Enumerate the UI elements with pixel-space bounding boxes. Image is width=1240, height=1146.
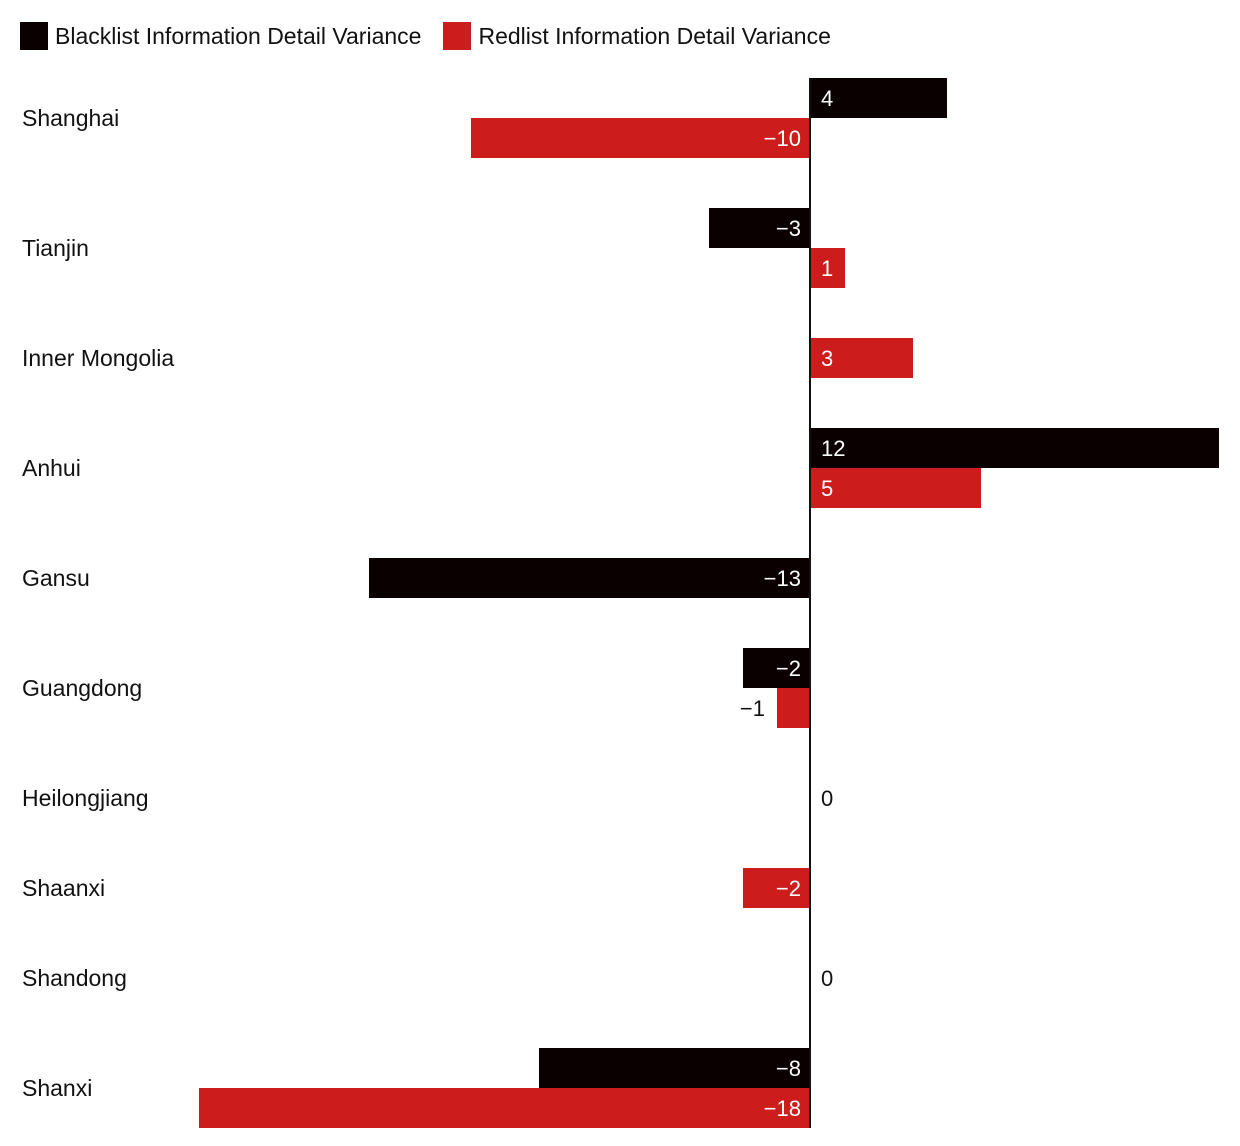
value-label-redlist-guangdong: −1 [740,696,765,721]
bar-redlist-shanghai [471,118,811,158]
legend: Blacklist Information Detail Variance Re… [20,22,853,50]
legend-item-blacklist: Blacklist Information Detail Variance [20,22,421,50]
category-label-tianjin: Tianjin [22,235,89,261]
bar-redlist-tianjin [811,248,845,288]
bar-blacklist-shanghai [811,78,947,118]
bar-blacklist-anhui [811,428,1219,468]
bar-redlist-shanxi [199,1088,811,1128]
bar-blacklist-gansu [369,558,811,598]
value-label-redlist-tianjin: 1 [821,256,833,281]
category-label-gansu: Gansu [22,565,90,591]
bar-redlist-guangdong [777,688,811,728]
value-label-redlist-inner-mongolia: 3 [821,346,833,371]
value-label-redlist-anhui: 5 [821,476,833,501]
value-label-blacklist-shanxi: −8 [776,1056,801,1081]
value-label-blacklist-heilongjiang: 0 [821,786,833,811]
bar-blacklist-tianjin [709,208,811,248]
category-label-guangdong: Guangdong [22,675,142,701]
category-label-shandong: Shandong [22,965,127,991]
category-label-shanghai: Shanghai [22,105,119,131]
legend-label-redlist: Redlist Information Detail Variance [478,22,831,49]
bar-redlist-shaanxi [743,868,811,908]
value-label-blacklist-shanghai: 4 [821,86,833,111]
bar-blacklist-shanxi [539,1048,811,1088]
value-label-blacklist-shandong: 0 [821,966,833,991]
value-label-blacklist-guangdong: −2 [776,656,801,681]
category-label-heilongjiang: Heilongjiang [22,785,149,811]
value-label-redlist-shaanxi: −2 [776,876,801,901]
value-label-blacklist-tianjin: −3 [776,216,801,241]
value-label-redlist-shanghai: −10 [764,126,801,151]
category-label-anhui: Anhui [22,455,81,481]
category-label-inner-mongolia: Inner Mongolia [22,345,174,371]
bar-blacklist-guangdong [743,648,811,688]
legend-label-blacklist: Blacklist Information Detail Variance [55,22,422,49]
value-label-blacklist-anhui: 12 [821,436,845,461]
value-label-blacklist-gansu: −13 [764,566,801,591]
legend-item-redlist: Redlist Information Detail Variance [443,22,831,50]
value-label-redlist-shanxi: −18 [764,1096,801,1121]
category-label-shanxi: Shanxi [22,1075,92,1101]
bar-redlist-anhui [811,468,981,508]
legend-swatch-redlist [443,22,472,50]
bar-redlist-inner-mongolia [811,338,913,378]
category-label-shaanxi: Shaanxi [22,875,105,901]
legend-swatch-blacklist [20,22,48,50]
